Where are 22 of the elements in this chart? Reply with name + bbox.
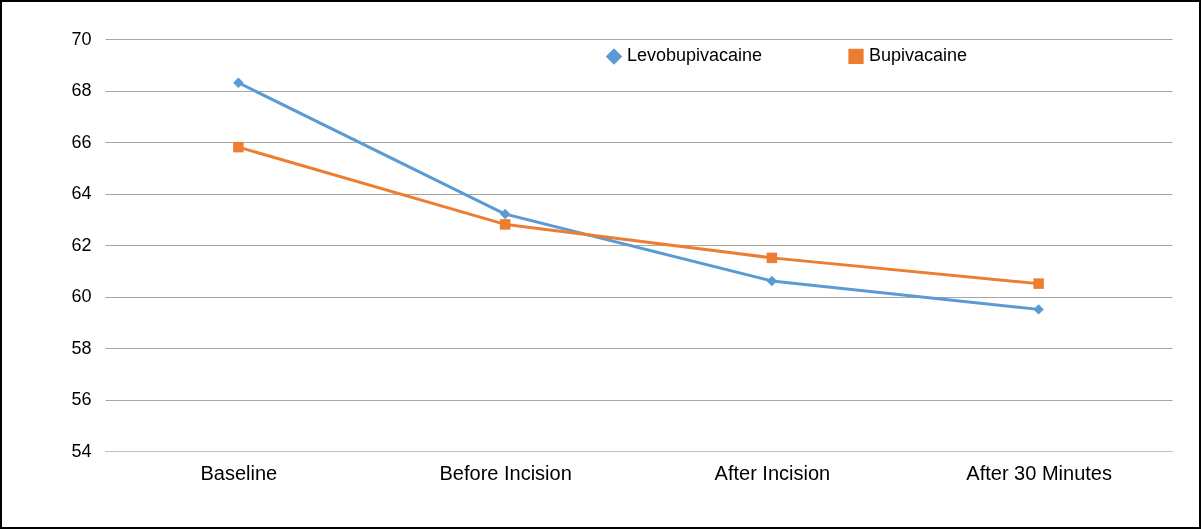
y-tick-label: 56 <box>71 389 92 409</box>
point <box>499 208 511 220</box>
x-tick-label: After 30 Minutes <box>966 461 1112 484</box>
x-tick-label: Before Incision <box>439 461 572 484</box>
point <box>499 219 511 230</box>
y-tick-label: 62 <box>71 234 92 255</box>
y-tick-label: 70 <box>71 28 92 49</box>
point <box>233 77 244 89</box>
x-tick-label: After Incision <box>714 461 831 484</box>
y-tick-label: 58 <box>71 337 92 358</box>
point <box>233 141 244 153</box>
point <box>766 252 778 264</box>
y-tick-label: 60 <box>71 286 92 306</box>
y-tick-label: 66 <box>71 131 92 152</box>
x-tick-label: Baseline <box>200 461 278 484</box>
legend-label: Bupivacaine <box>869 45 968 66</box>
y-tick-label: 64 <box>71 183 92 203</box>
legend-label: Levobupivacaine <box>627 45 763 66</box>
y-tick-label: 68 <box>71 80 92 100</box>
point <box>1033 304 1044 315</box>
y-tick-label: 54 <box>71 440 92 461</box>
point <box>1033 278 1044 289</box>
